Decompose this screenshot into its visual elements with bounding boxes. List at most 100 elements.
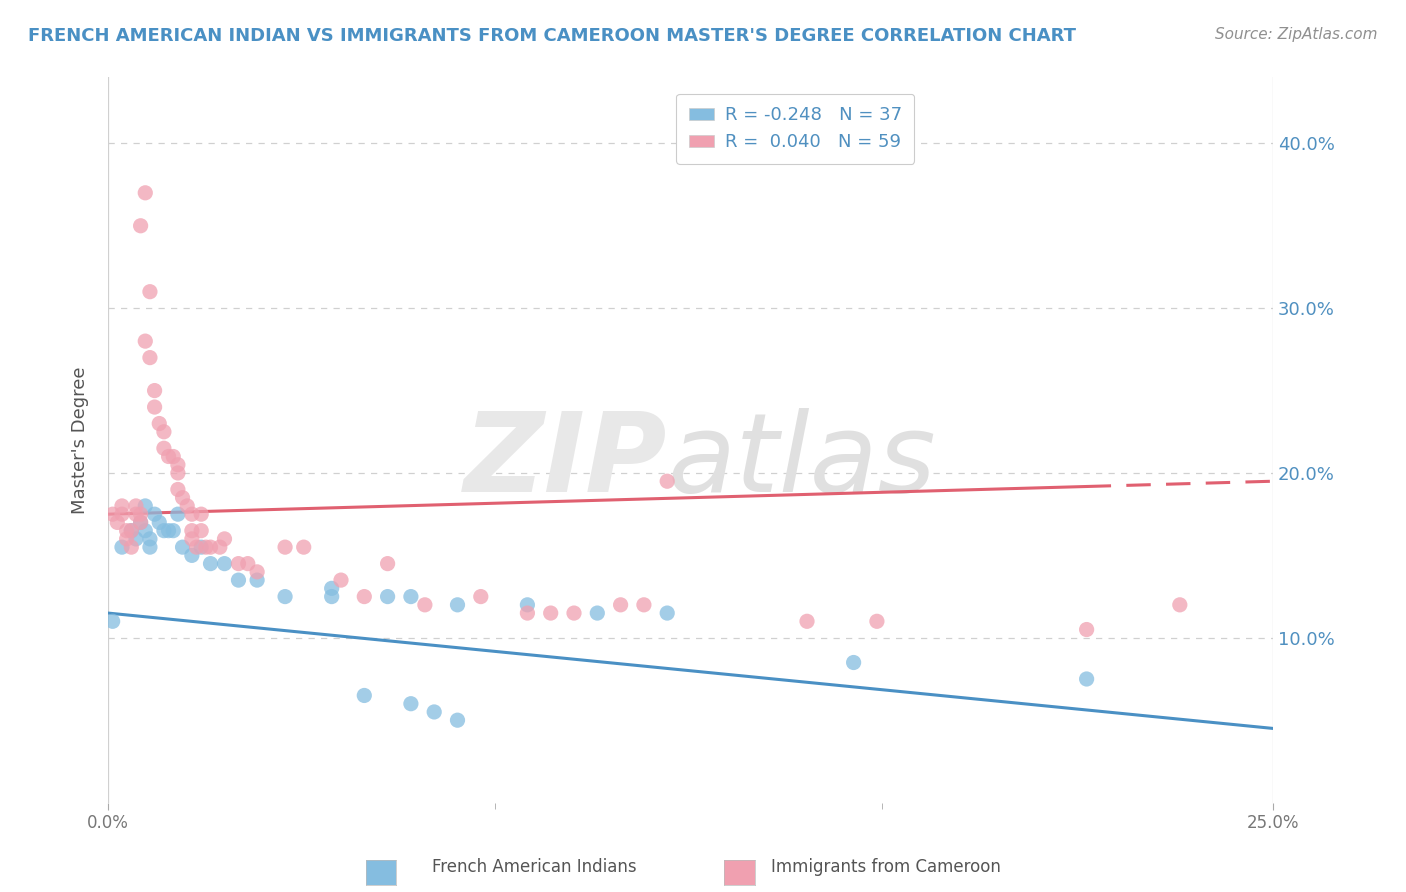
Point [321, 582, 343, 596]
Point [1076, 623, 1098, 637]
Point [657, 474, 679, 488]
Point [180, 532, 202, 546]
Point [516, 598, 538, 612]
Point [134, 499, 156, 513]
Point [236, 557, 259, 571]
Point [125, 532, 148, 546]
Point [796, 615, 818, 629]
Point [157, 524, 180, 538]
Point [111, 540, 134, 554]
Point [274, 540, 297, 554]
Text: Immigrants from Cameroon: Immigrants from Cameroon [770, 858, 1001, 876]
Point [292, 540, 315, 554]
Point [143, 400, 166, 414]
Point [228, 573, 250, 587]
Point [842, 656, 865, 670]
Point [516, 606, 538, 620]
Point [153, 442, 176, 456]
Point [111, 507, 134, 521]
Point [321, 590, 343, 604]
Point [540, 606, 562, 620]
Point [190, 507, 212, 521]
Point [1076, 672, 1098, 686]
Point [180, 549, 202, 563]
Point [115, 532, 138, 546]
Point [190, 540, 212, 554]
Point [157, 450, 180, 464]
Point [139, 351, 162, 365]
Point [129, 507, 152, 521]
Point [214, 532, 236, 546]
Point [125, 507, 148, 521]
Point [586, 606, 609, 620]
Y-axis label: Master's Degree: Master's Degree [72, 367, 89, 514]
Point [134, 524, 156, 538]
Point [129, 219, 152, 233]
Point [139, 540, 162, 554]
Point [228, 557, 250, 571]
Point [111, 499, 134, 513]
Point [143, 507, 166, 521]
Point [562, 606, 585, 620]
Point [143, 384, 166, 398]
Point [274, 590, 297, 604]
Point [200, 557, 222, 571]
Point [194, 540, 217, 554]
Point [129, 516, 152, 530]
Point [180, 507, 202, 521]
Point [120, 524, 142, 538]
Point [866, 615, 889, 629]
Point [180, 524, 202, 538]
Point [246, 565, 269, 579]
Point [167, 466, 190, 480]
Point [190, 524, 212, 538]
Point [246, 573, 269, 587]
Text: Source: ZipAtlas.com: Source: ZipAtlas.com [1215, 27, 1378, 42]
Point [101, 615, 124, 629]
Point [609, 598, 631, 612]
Point [148, 516, 170, 530]
Point [120, 540, 142, 554]
Point [139, 532, 162, 546]
Legend: R = -0.248   N = 37, R =  0.040   N = 59: R = -0.248 N = 37, R = 0.040 N = 59 [676, 94, 914, 164]
Point [657, 606, 679, 620]
Point [167, 458, 190, 472]
Point [153, 425, 176, 439]
Point [470, 590, 492, 604]
Point [101, 507, 124, 521]
Point [413, 598, 436, 612]
Point [167, 483, 190, 497]
Point [208, 540, 231, 554]
Point [633, 598, 655, 612]
Point [105, 516, 128, 530]
Point [200, 540, 222, 554]
Point [377, 590, 399, 604]
Point [399, 590, 422, 604]
Point [162, 450, 184, 464]
Text: French American Indians: French American Indians [432, 858, 637, 876]
Point [115, 524, 138, 538]
Point [139, 285, 162, 299]
Point [423, 705, 446, 719]
Point [176, 499, 198, 513]
Point [214, 557, 236, 571]
Point [399, 697, 422, 711]
Point [377, 557, 399, 571]
Point [134, 334, 156, 348]
Point [167, 507, 190, 521]
Point [153, 524, 176, 538]
Text: ZIP: ZIP [464, 409, 668, 516]
Point [353, 590, 375, 604]
Point [1168, 598, 1191, 612]
Point [129, 516, 152, 530]
Point [446, 598, 468, 612]
Point [125, 499, 148, 513]
Point [330, 573, 353, 587]
Point [134, 186, 156, 200]
Point [148, 417, 170, 431]
Text: FRENCH AMERICAN INDIAN VS IMMIGRANTS FROM CAMEROON MASTER'S DEGREE CORRELATION C: FRENCH AMERICAN INDIAN VS IMMIGRANTS FRO… [28, 27, 1076, 45]
Point [172, 491, 194, 505]
Text: atlas: atlas [668, 409, 936, 516]
Point [446, 713, 468, 727]
Point [353, 689, 375, 703]
